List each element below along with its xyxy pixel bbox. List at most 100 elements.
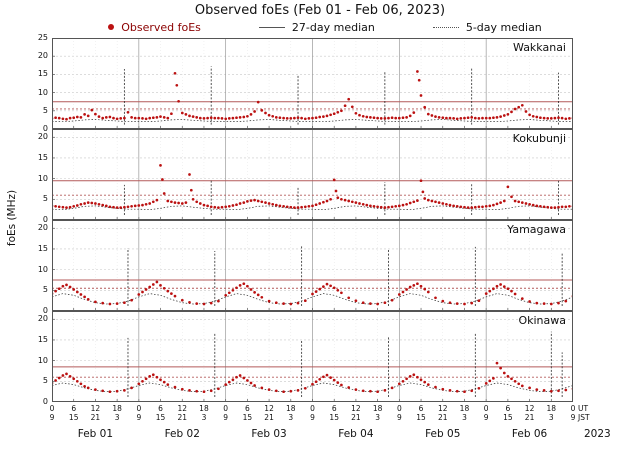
x-tick-label-jst: 9 xyxy=(483,413,489,422)
x-tick-label-ut: 18 xyxy=(372,404,383,413)
y-tick-label: 15 xyxy=(37,152,48,162)
y-tick-label: 20 xyxy=(37,314,48,324)
jst-label: JST xyxy=(578,413,590,422)
x-tick-label-jst: 9 xyxy=(49,413,55,422)
y-tick-label: 20 xyxy=(37,223,48,233)
x-tick-label-jst: 9 xyxy=(136,413,142,422)
x-tick-label-jst: 9 xyxy=(396,413,402,422)
x-tick-label-jst: 9 xyxy=(223,413,229,422)
x-tick-label-jst: 3 xyxy=(375,413,381,422)
y-tick-label: 5 xyxy=(42,194,48,204)
day-label: Feb 05 xyxy=(425,428,461,440)
chart-title: Observed foEs (Feb 01 - Feb 06, 2023) xyxy=(194,3,446,18)
median-diurnal-curve xyxy=(52,205,573,211)
y-tick-label: 0 xyxy=(42,306,48,315)
gridlines xyxy=(52,220,573,311)
chart-legend: Observed foEs 27-day median 5-day median xyxy=(40,20,610,34)
x-tick-label-ut: 12 xyxy=(177,404,188,413)
x-tick-label-ut: 0 xyxy=(310,404,315,413)
legend-item-5day-median: 5-day median xyxy=(432,20,542,34)
x-tick-label-ut: 12 xyxy=(264,404,274,413)
median-lines xyxy=(52,279,573,289)
panel-wakkanai: Wakkanai xyxy=(52,38,573,129)
x-tick-label-jst: 9 xyxy=(310,413,315,422)
x-tick-label-jst: 3 xyxy=(548,413,554,422)
x-tick-label-ut: 0 xyxy=(396,404,402,413)
median-diurnal-curve xyxy=(52,119,573,123)
median-diurnal-curve xyxy=(52,293,573,305)
day-label: Feb 06 xyxy=(511,428,548,440)
y-tick-label: 10 xyxy=(37,173,48,183)
x-tick-label-jst: 21 xyxy=(90,413,101,422)
x-tick-label-ut: 12 xyxy=(351,404,361,413)
x-tick-label-ut: 18 xyxy=(546,404,557,413)
y-tick-label: 15 xyxy=(37,334,48,344)
y-tick-label: 15 xyxy=(37,243,48,253)
x-tick-label-jst: 15 xyxy=(503,413,513,422)
legend-27day-label: 27-day median xyxy=(291,20,375,34)
y-tick-label: 20 xyxy=(37,51,48,61)
legend-item-27day-median: 27-day median xyxy=(258,20,375,34)
x-tick-label-jst: 15 xyxy=(155,413,166,422)
day-label: Feb 03 xyxy=(251,428,287,440)
y-tick-label: 10 xyxy=(37,87,48,97)
gridlines xyxy=(52,129,573,220)
median-spikes xyxy=(127,331,563,398)
x-tick-label-jst: 21 xyxy=(351,413,361,422)
median-lines xyxy=(52,180,573,196)
y-tick-label: 0 xyxy=(42,215,48,224)
x-tick-label-ut: 6 xyxy=(244,404,250,413)
y-tick-label: 5 xyxy=(42,376,48,386)
x-tick-label-ut: 0 xyxy=(223,404,229,413)
panel-kokubunji: Kokubunji xyxy=(52,129,573,220)
y-tick-label: 0 xyxy=(42,124,48,133)
x-tick-label-jst: 9 xyxy=(570,413,576,422)
x-tick-label-ut: 12 xyxy=(90,404,101,413)
x-tick-label-ut: 6 xyxy=(418,404,424,413)
y-tick-label: 5 xyxy=(42,105,48,115)
day-label: Feb 04 xyxy=(338,428,374,440)
x-tick-label-ut: 6 xyxy=(158,404,163,413)
x-tick-label-ut: 18 xyxy=(286,404,296,413)
dotted-line-icon xyxy=(432,26,459,28)
x-tick-label-jst: 3 xyxy=(462,413,467,422)
x-tick-label-jst: 15 xyxy=(242,413,253,422)
x-tick-label-jst: 21 xyxy=(524,413,535,422)
x-tick-label-ut: 18 xyxy=(112,404,122,413)
x-tick-label-ut: 6 xyxy=(331,404,337,413)
legend-5day-label: 5-day median xyxy=(465,20,542,34)
median-spikes xyxy=(127,245,563,307)
legend-observed-label: Observed foEs xyxy=(121,20,201,34)
x-tick-label-jst: 21 xyxy=(177,413,188,422)
y-tick-label: 25 xyxy=(37,33,48,42)
x-tick-label-ut: 0 xyxy=(49,404,55,413)
x-tick-label-jst: 15 xyxy=(68,413,79,422)
x-tick-label-jst: 15 xyxy=(329,413,339,422)
observed-points xyxy=(52,361,573,394)
observed-points xyxy=(52,280,573,306)
station-label: Okinawa xyxy=(518,314,566,327)
x-tick-label-jst: 3 xyxy=(201,413,207,422)
panel-okinawa: Okinawa xyxy=(52,311,573,402)
station-label: Kokubunji xyxy=(513,132,566,145)
x-tick-label-jst: 3 xyxy=(288,413,294,422)
gridlines xyxy=(52,38,573,129)
x-tick-label-ut: 18 xyxy=(199,404,209,413)
x-tick-label-jst: 15 xyxy=(416,413,426,422)
x-tick-label-jst: 21 xyxy=(437,413,448,422)
ut-label: UT xyxy=(578,404,589,413)
y-tick-label: 20 xyxy=(37,132,48,142)
median-spikes xyxy=(123,179,559,216)
x-tick-label-ut: 18 xyxy=(459,404,470,413)
day-label: Feb 02 xyxy=(164,428,200,440)
year-label: 2023 xyxy=(584,428,611,440)
x-tick-label-jst: 21 xyxy=(264,413,274,422)
median-lines xyxy=(52,101,573,110)
x-tick-label-ut: 0 xyxy=(570,404,576,413)
y-tick-label: 0 xyxy=(42,397,48,406)
y-axis-label: foEs (MHz) xyxy=(6,189,18,247)
x-tick-label-ut: 6 xyxy=(71,404,77,413)
x-tick-label-ut: 6 xyxy=(505,404,511,413)
x-tick-label-jst: 3 xyxy=(114,413,120,422)
x-tick-label-ut: 12 xyxy=(524,404,535,413)
